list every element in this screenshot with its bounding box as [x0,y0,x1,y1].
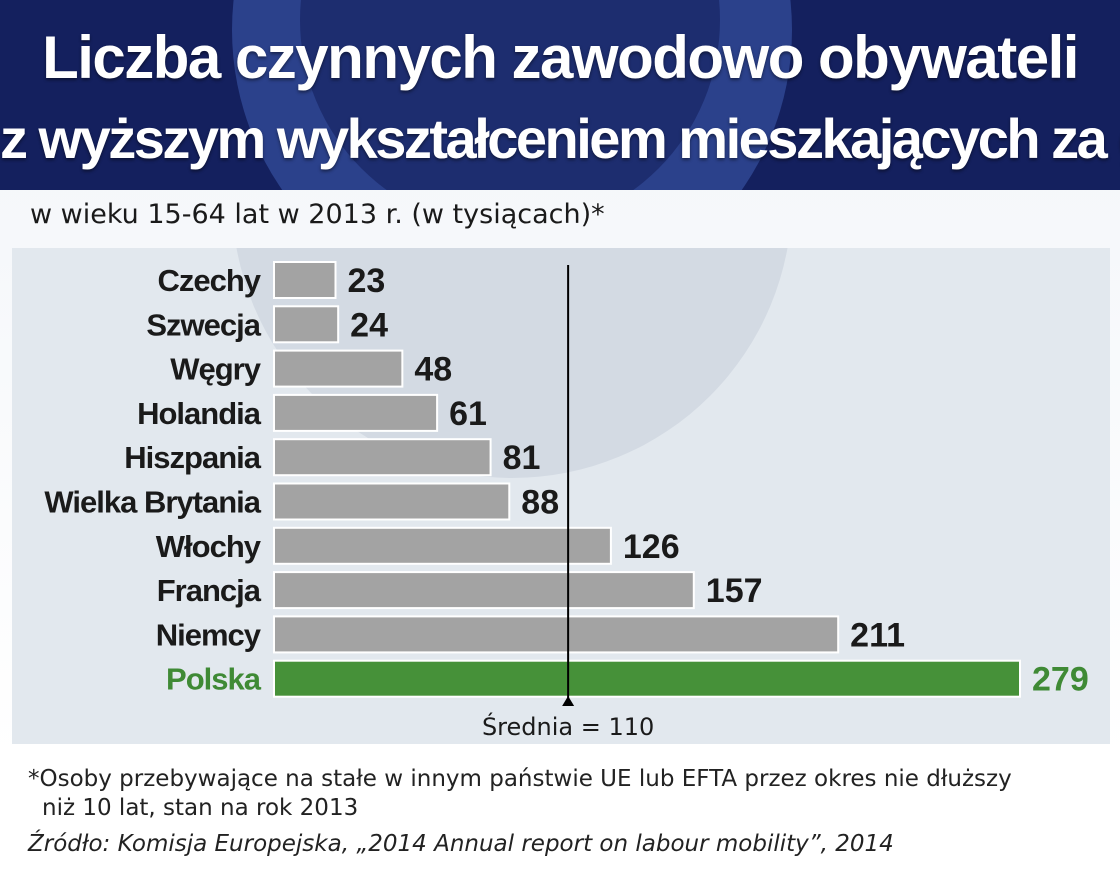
bar-9 [273,615,840,654]
bar-10 [273,659,1021,698]
footnote: *Osoby przebywające na stałe w innym pań… [28,765,1012,823]
category-label: Hiszpania [124,440,261,475]
category-label: Szwecja [146,307,261,342]
bar-6 [273,482,511,521]
bar-3 [273,349,404,388]
bar-2 [273,305,340,344]
source-note: Źródło: Komisja Europejska, „2014 Annual… [28,831,894,857]
category-label: Polska [166,662,262,697]
data-label: 81 [503,439,541,477]
category-label: Czechy [157,263,261,298]
category-label: Włochy [156,529,262,564]
header-decoration-inner [300,0,720,190]
category-label: Niemcy [156,617,262,652]
data-label: 48 [414,351,452,389]
data-label: 157 [706,572,763,610]
category-label: Francja [157,573,262,608]
category-label: Holandia [137,396,262,431]
data-label: 23 [347,262,385,300]
category-label: Węgry [170,352,262,387]
chart-subtitle: w wieku 15-64 lat w 2013 r. (w tysiącach… [30,199,605,230]
data-label: 211 [850,616,905,654]
bar-8 [273,571,695,610]
average-marker-icon [562,696,575,706]
bar-5 [273,438,492,477]
header-banner: Liczba czynnych zawodowo obywateli z wyż… [0,0,1120,190]
bar-4 [273,393,439,432]
footnote-line-2: niż 10 lat, stan na rok 2013 [42,795,359,821]
category-label: Wielka Brytania [44,485,261,520]
chart-title-line-2: z wyższym wykształceniem mieszkających z… [0,107,1120,170]
average-label: Średnia = 110 [482,711,654,741]
data-label: 61 [449,395,487,433]
bar-7 [273,526,612,565]
footnote-line-1: *Osoby przebywające na stałe w innym pań… [28,766,1012,792]
data-label: 24 [350,306,388,344]
data-label: 88 [521,484,559,522]
bar-1 [273,261,337,299]
data-label: 279 [1032,661,1089,699]
data-label: 126 [623,528,680,566]
chart-title-line-1: Liczba czynnych zawodowo obywateli [42,24,1079,91]
